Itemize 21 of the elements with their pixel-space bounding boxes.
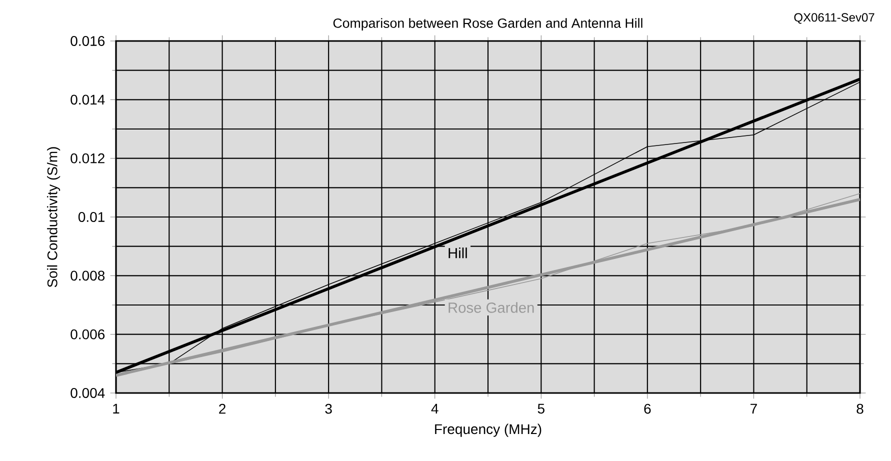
chart-title: Comparison between Rose Garden and Antenna Hill xyxy=(333,18,642,31)
y-tick-label: 0.014 xyxy=(70,94,105,105)
x-tick-label: 6 xyxy=(644,404,651,414)
x-tick-label: 4 xyxy=(431,404,438,414)
y-tick-label: 0.004 xyxy=(70,388,105,398)
x-tick-label: 2 xyxy=(219,404,226,414)
series-label: Hill xyxy=(448,248,467,258)
y-tick-label: 0.01 xyxy=(78,212,104,222)
y-tick-label: 0.006 xyxy=(70,329,105,340)
x-tick-label: 3 xyxy=(325,404,332,414)
text: QX0611-Sev07 xyxy=(794,13,874,24)
y-tick-label: 0.008 xyxy=(70,270,105,281)
x-tick-label: 1 xyxy=(113,404,120,414)
y-tick-label: 0.012 xyxy=(70,153,104,164)
x-axis-title: Frequency (MHz) xyxy=(435,424,542,437)
x-tick-label: 5 xyxy=(538,404,544,414)
x-tick-label: 7 xyxy=(750,404,757,414)
x-tick-label: 8 xyxy=(856,404,864,414)
y-tick-label: 0.016 xyxy=(70,36,105,46)
y-axis-title: Soil Conductivity (S/m) xyxy=(47,147,60,288)
series-label: Rose Garden xyxy=(448,302,534,313)
